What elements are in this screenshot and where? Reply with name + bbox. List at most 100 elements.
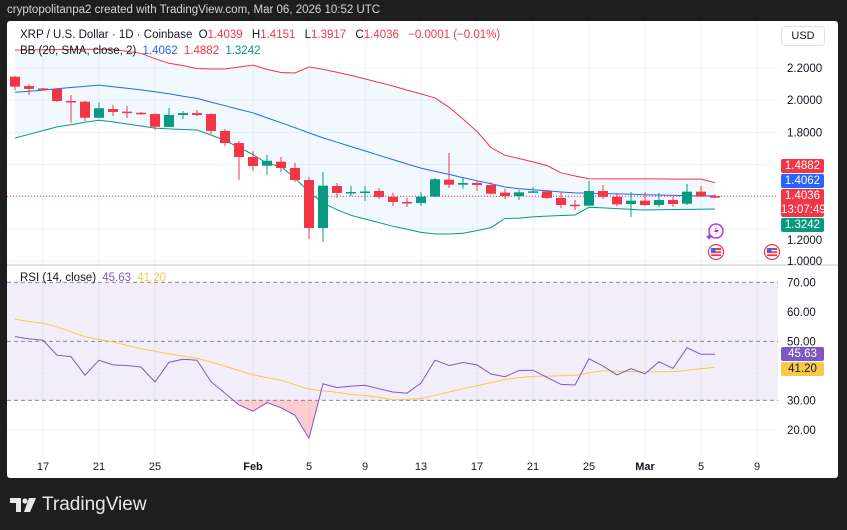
- candle: [444, 153, 454, 188]
- bb-upper-line: [15, 48, 716, 184]
- candle: [486, 181, 496, 195]
- candle-body: [612, 196, 622, 205]
- candle-body: [430, 179, 440, 197]
- candle: [430, 177, 440, 197]
- bollinger-bands: [7, 48, 778, 235]
- candle: [500, 188, 510, 200]
- rsi-legend[interactable]: RSI (14, close) 45.63 41.20: [20, 271, 169, 285]
- close-label: C: [355, 29, 364, 41]
- chart-credit: cryptopolitanpa2 created with TradingVie…: [7, 4, 381, 16]
- candle: [556, 191, 566, 209]
- candle-body: [164, 115, 174, 127]
- high-label: H: [251, 29, 261, 41]
- candle-body: [654, 200, 664, 206]
- time-axis-label: 9: [754, 461, 760, 473]
- candle-body: [444, 179, 454, 185]
- tradingview-logo-icon: [10, 498, 36, 512]
- tradingview-logo[interactable]: TradingView: [10, 494, 147, 516]
- candle: [66, 95, 76, 123]
- candle-body: [24, 86, 34, 89]
- currency-button[interactable]: USD: [781, 26, 825, 46]
- candle-body: [360, 191, 370, 193]
- low-value: 1.3917: [311, 29, 347, 41]
- bb-basis-badge: 1.4062: [781, 174, 824, 188]
- candle: [528, 186, 538, 193]
- bb-fill: [15, 49, 715, 235]
- us-flag-event-icon[interactable]: [707, 243, 725, 261]
- candle-body: [290, 167, 300, 181]
- candle-body: [598, 191, 608, 197]
- rsi-tick: 60.00: [787, 307, 816, 319]
- time-axis-label: Feb: [243, 461, 263, 473]
- time-axis-label: 17: [37, 461, 49, 473]
- candle-body: [472, 182, 482, 186]
- lightning-event-icon[interactable]: [706, 223, 724, 240]
- candle: [514, 190, 524, 201]
- candle: [206, 113, 216, 135]
- rsi-tick: 20.00: [787, 425, 816, 437]
- candle-body: [682, 191, 692, 204]
- candle: [178, 110, 188, 120]
- candle: [248, 151, 258, 172]
- us-flag-event-icon[interactable]: [763, 243, 781, 261]
- candle: [52, 88, 62, 102]
- candle: [682, 183, 692, 206]
- candle-body: [402, 201, 412, 204]
- candle: [472, 181, 482, 192]
- candle: [150, 113, 160, 130]
- rsi-tick: 50.00: [787, 336, 816, 348]
- bb-lower-value: 1.3242: [225, 45, 261, 57]
- time-axis-label: Mar: [635, 461, 655, 473]
- window-edge: [838, 21, 847, 478]
- candle: [388, 192, 398, 206]
- candle-body: [220, 130, 230, 144]
- price-tick: 2.0000: [787, 95, 822, 107]
- candle-body: [696, 191, 706, 197]
- candle-body: [416, 196, 426, 204]
- change-value: −0.0001 (−0.01%): [408, 29, 501, 41]
- candle-body: [94, 108, 104, 118]
- candle-body: [458, 182, 468, 185]
- low-label: L: [304, 29, 312, 41]
- candle: [80, 101, 90, 121]
- symbol-title[interactable]: XRP / U.S. Dollar · 1D · Coinbase: [20, 29, 193, 41]
- candle-body: [136, 112, 146, 115]
- candle-body: [150, 114, 160, 127]
- axes: 2.2000 2.0000 1.8000 1.2000 1.0000 70.00…: [787, 63, 822, 437]
- bb-legend[interactable]: BB (20, SMA, close, 2) 1.4062 1.4882 1.3…: [20, 44, 264, 58]
- open-value: 1.4039: [207, 29, 243, 41]
- candle-body: [122, 111, 132, 114]
- candle-body: [234, 143, 244, 158]
- candle: [570, 200, 580, 211]
- candle-body: [570, 204, 580, 207]
- time-axis-label: 5: [306, 461, 312, 473]
- candle: [626, 191, 636, 218]
- symbol-legend: XRP / U.S. Dollar · 1D · Coinbase O1.403…: [20, 28, 503, 42]
- bb-label: BB (20, SMA, close, 2): [20, 45, 137, 57]
- candle-body: [584, 191, 594, 206]
- chart-canvas[interactable]: 2.2000 2.0000 1.8000 1.2000 1.0000 70.00…: [7, 21, 838, 478]
- time-axis-label: 17: [471, 461, 483, 473]
- candle: [402, 197, 412, 207]
- candle: [654, 192, 664, 207]
- candle-body: [318, 185, 328, 229]
- candle: [10, 76, 20, 91]
- candle-body: [374, 191, 384, 197]
- candle-body: [500, 192, 510, 196]
- candle-body: [276, 161, 286, 168]
- time-axis-label: 25: [149, 461, 161, 473]
- candle: [710, 194, 720, 199]
- candle-body: [80, 101, 90, 118]
- rsi-line: [14, 336, 716, 440]
- candle: [94, 102, 104, 119]
- candle-body: [514, 192, 524, 196]
- candle-body: [304, 180, 314, 229]
- candle: [584, 181, 594, 206]
- candle: [360, 186, 370, 201]
- chart-panel[interactable]: 2.2000 2.0000 1.8000 1.2000 1.0000 70.00…: [7, 21, 838, 478]
- price-tick: 1.2000: [787, 235, 822, 247]
- bb-lower-line: [14, 119, 716, 235]
- candle: [640, 191, 650, 206]
- candle-body: [528, 191, 538, 193]
- candle: [122, 105, 132, 119]
